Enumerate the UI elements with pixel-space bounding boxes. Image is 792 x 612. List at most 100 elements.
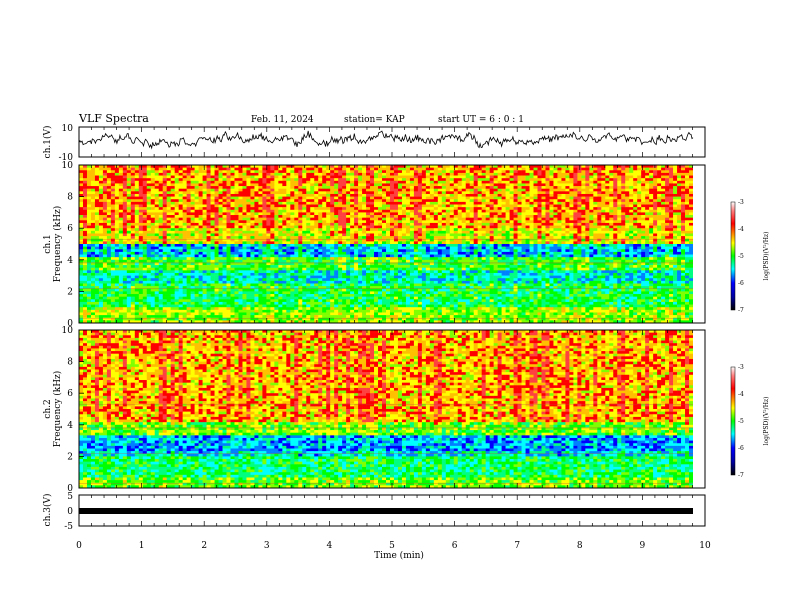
spectrogram-cell [234, 304, 239, 308]
spectrogram-cell [246, 312, 251, 316]
spectrogram-cell [194, 191, 199, 195]
spectrogram-cell [202, 270, 207, 274]
spectrogram-cell [202, 201, 207, 205]
spectrogram-cell [210, 180, 215, 184]
spectrogram-cell [378, 296, 383, 300]
spectrogram-cell [254, 207, 259, 211]
spectrogram-cell [290, 201, 295, 205]
spectrogram-cell [210, 225, 215, 229]
spectrogram-cell [318, 301, 323, 305]
spectrogram-cell [214, 291, 219, 295]
spectrogram-cell [222, 299, 227, 303]
spectrogram-cell [254, 317, 259, 321]
spectrogram-cell [266, 222, 271, 226]
spectrogram-cell [318, 254, 323, 258]
spectrogram-cell [150, 204, 156, 208]
spectrogram-cell [338, 257, 343, 261]
spectrogram-cell [190, 320, 195, 324]
spectrogram-cell [298, 236, 303, 240]
spectrogram-cell [334, 212, 339, 216]
spectrogram-cell [214, 304, 219, 308]
spectrogram-cell [405, 212, 411, 216]
spectrogram-cell [362, 212, 367, 216]
spectrogram-cell [242, 172, 247, 176]
spectrogram-cell [254, 309, 259, 313]
spectrogram-cell [178, 251, 183, 255]
spectrogram-cell [210, 204, 215, 208]
spectrogram-cell [214, 172, 219, 176]
spectrogram-cell [178, 244, 183, 247]
spectrogram-cell [246, 259, 251, 263]
spectrogram-cell [150, 172, 156, 176]
spectrogram-cell [210, 201, 215, 205]
spectrogram-cell [162, 167, 168, 171]
spectrogram-cell [238, 278, 243, 282]
spectrogram-cell [370, 275, 375, 279]
spectrogram-cell [397, 312, 403, 316]
spectrogram-cell [182, 236, 187, 240]
spectrogram-cell [302, 191, 307, 195]
spectrogram-cell [350, 317, 355, 321]
spectrogram-cell [162, 209, 168, 213]
spectrogram-cell [142, 199, 148, 203]
spectrogram-cell [79, 286, 84, 290]
spectrogram-cell [126, 251, 132, 255]
spectrogram-cell [266, 186, 271, 189]
spectrogram-cell [198, 267, 203, 271]
spectrogram-cell [378, 267, 383, 271]
spectrogram-cell [154, 262, 160, 266]
spectrogram-cell [134, 193, 140, 197]
spectrogram-cell [182, 299, 187, 303]
spectrogram-cell [322, 296, 327, 300]
spectrogram-cell [186, 262, 191, 266]
spectrogram-cell [378, 288, 383, 292]
spectrogram-cell [318, 238, 323, 242]
spectrogram-cell [405, 167, 411, 171]
spectrogram-cell [274, 167, 279, 171]
spectrogram-cell [106, 262, 112, 266]
spectrogram-cell [401, 301, 407, 305]
spectrogram-cell [198, 193, 203, 197]
spectrogram-cell [274, 272, 279, 276]
spectrogram-cell [202, 220, 207, 224]
spectrogram-cell [230, 167, 235, 171]
spectrogram-cell [302, 201, 307, 205]
spectrogram-cell [318, 251, 323, 255]
spectrogram-cell [206, 299, 211, 303]
spectrogram-cell [346, 246, 351, 250]
spectrogram-cell [102, 212, 108, 216]
spectrogram-cell [290, 165, 295, 168]
spectrogram-cell [126, 307, 132, 311]
spectrogram-cell [326, 283, 331, 287]
spectrogram-cell [150, 246, 156, 250]
spectrogram-cell [218, 222, 223, 226]
spectrogram-cell [310, 212, 315, 216]
spectrogram-cell [194, 265, 199, 268]
spectrogram-cell [358, 280, 363, 284]
spectrogram-cell [274, 288, 279, 292]
spectrogram-cell [210, 188, 215, 192]
spectrogram-cell [306, 291, 311, 295]
spectrogram-cell [274, 204, 279, 208]
spectrogram-cell [314, 275, 319, 279]
spectrogram-cell [90, 225, 96, 229]
spectrogram-cell [294, 294, 299, 297]
spectrogram-cell [206, 294, 211, 297]
spectrogram-cell [86, 257, 92, 261]
spectrogram-cell [82, 315, 88, 319]
spectrogram-cell [354, 241, 359, 245]
spectrogram-cell [79, 212, 84, 216]
spectrogram-cell [338, 296, 343, 300]
spectrogram-cell [286, 212, 291, 216]
spectrogram-cell [278, 265, 283, 268]
spectrogram-cell [206, 230, 211, 234]
spectrogram-cell [142, 204, 148, 208]
spectrogram-cell [290, 207, 295, 211]
spectrogram-cell [302, 222, 307, 226]
spectrogram-cell [242, 251, 247, 255]
spectrogram-cell [138, 270, 144, 274]
spectrogram-cell [170, 178, 175, 182]
spectrogram-cell [342, 228, 347, 232]
spectrogram-cell [354, 222, 359, 226]
spectrogram-cell [86, 212, 92, 216]
